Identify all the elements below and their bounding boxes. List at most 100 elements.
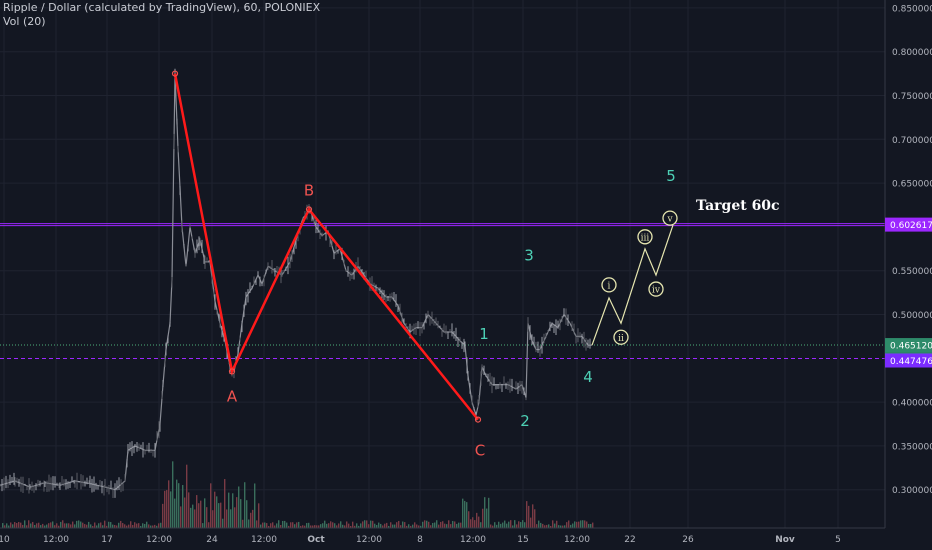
volume-bar bbox=[430, 525, 432, 528]
volume-bar bbox=[442, 521, 444, 528]
volume-bar bbox=[266, 523, 268, 528]
time-tick-label: Oct bbox=[307, 535, 325, 545]
time-tick-label: 12:00 bbox=[356, 535, 382, 545]
volume-bar bbox=[500, 523, 502, 528]
volume-bar bbox=[466, 502, 468, 528]
volume-bar bbox=[104, 520, 106, 528]
volume-bar bbox=[18, 521, 20, 528]
volume-bar bbox=[538, 520, 540, 528]
target-price-badge: 0.60261792 bbox=[890, 221, 932, 231]
volume-bar bbox=[264, 522, 266, 528]
volume-bar bbox=[338, 523, 340, 528]
volume-bar bbox=[100, 522, 102, 528]
volume-bar bbox=[290, 522, 292, 528]
time-tick-label: 5 bbox=[835, 535, 841, 545]
volume-bar bbox=[102, 525, 104, 528]
volume-bar bbox=[258, 503, 260, 528]
volume-bar bbox=[352, 521, 354, 528]
volume-bar bbox=[66, 523, 68, 528]
volume-bar bbox=[588, 523, 590, 528]
volume-bar bbox=[218, 503, 220, 528]
volume-bar bbox=[560, 525, 562, 528]
volume-bar bbox=[550, 525, 552, 528]
volume-bar bbox=[556, 520, 558, 528]
volume-bar bbox=[216, 496, 218, 528]
volume-bar bbox=[58, 525, 60, 528]
price-tick-label: 0.65000000 bbox=[892, 180, 932, 190]
projection-label-ii: ii bbox=[618, 334, 624, 344]
volume-bar bbox=[548, 524, 550, 528]
volume-bar bbox=[168, 480, 170, 528]
volume-bar bbox=[396, 522, 398, 528]
volume-bar bbox=[350, 525, 352, 528]
volume-bar bbox=[586, 521, 588, 528]
volume-bar bbox=[118, 522, 120, 528]
volume-bar bbox=[306, 523, 308, 528]
volume-bar bbox=[38, 522, 40, 528]
volume-bar bbox=[246, 500, 248, 528]
volume-bar bbox=[178, 483, 180, 528]
price-series bbox=[0, 68, 592, 498]
time-tick-label: 26 bbox=[682, 535, 694, 545]
volume-bar bbox=[304, 525, 306, 528]
time-tick-label: 12:00 bbox=[460, 535, 486, 545]
volume-bar bbox=[582, 520, 584, 528]
volume-bar bbox=[294, 524, 296, 528]
volume-bar bbox=[190, 507, 192, 528]
volume-bar bbox=[510, 520, 512, 528]
last-price-badge-bg bbox=[885, 338, 932, 353]
volume-bar bbox=[110, 522, 112, 528]
volume-bar bbox=[400, 525, 402, 528]
volume-bar bbox=[234, 507, 236, 528]
volume-bar bbox=[154, 524, 156, 528]
volume-bar bbox=[256, 520, 258, 528]
volume-bar bbox=[418, 525, 420, 528]
volume-bar bbox=[48, 523, 50, 528]
volume-bar bbox=[392, 524, 394, 528]
volume-bar bbox=[388, 525, 390, 528]
volume-bar bbox=[42, 523, 44, 528]
volume-bar bbox=[166, 490, 168, 528]
volume-bar bbox=[174, 498, 176, 528]
price-axis[interactable]: 0.85000000 0.80000000 0.75000000 0.70000000… bbox=[884, 0, 932, 550]
volume-bar bbox=[84, 524, 86, 528]
volume-bar bbox=[416, 524, 418, 528]
price-line bbox=[0, 73, 592, 491]
volume-bar bbox=[324, 520, 326, 528]
volume-bar bbox=[540, 522, 542, 528]
volume-bar bbox=[22, 524, 24, 528]
volume-bar bbox=[286, 522, 288, 528]
volume-bar bbox=[70, 524, 72, 528]
time-tick-label: 17 bbox=[101, 535, 112, 545]
price-tick-label: 0.55000000 bbox=[892, 267, 932, 277]
target-annotation: Target 60c bbox=[696, 198, 780, 214]
volume-bar bbox=[578, 521, 580, 528]
volume-bar bbox=[438, 524, 440, 528]
volume-bar bbox=[488, 497, 490, 528]
volume-bar bbox=[252, 509, 254, 528]
volume-bar bbox=[314, 525, 316, 528]
time-axis[interactable]: 10 12:00 17 12:00 24 12:00 Oct 12:00 8 12:00 15 12:… bbox=[0, 527, 885, 545]
volume-bar bbox=[116, 525, 118, 528]
volume-bar bbox=[276, 523, 278, 528]
volume-bar bbox=[342, 524, 344, 528]
time-tick-label: 12:00 bbox=[564, 535, 590, 545]
volume-bar bbox=[424, 520, 426, 528]
volume-bar bbox=[462, 498, 464, 528]
volume-bar bbox=[484, 497, 486, 528]
volume-bar bbox=[298, 521, 300, 528]
volume-bar bbox=[454, 521, 456, 528]
abc-pivot-marker bbox=[305, 206, 313, 213]
volume-bar bbox=[188, 492, 190, 528]
dashed-price-badge: 0.44747653 bbox=[890, 357, 932, 367]
time-tick-label: 24 bbox=[206, 535, 218, 545]
volume-bar bbox=[444, 523, 446, 528]
volume-bar bbox=[486, 508, 488, 528]
volume-bar bbox=[478, 516, 480, 528]
volume-bar bbox=[408, 524, 410, 528]
volume-bar bbox=[526, 501, 528, 528]
volume-bar bbox=[232, 493, 234, 528]
volume-bar bbox=[496, 524, 498, 528]
